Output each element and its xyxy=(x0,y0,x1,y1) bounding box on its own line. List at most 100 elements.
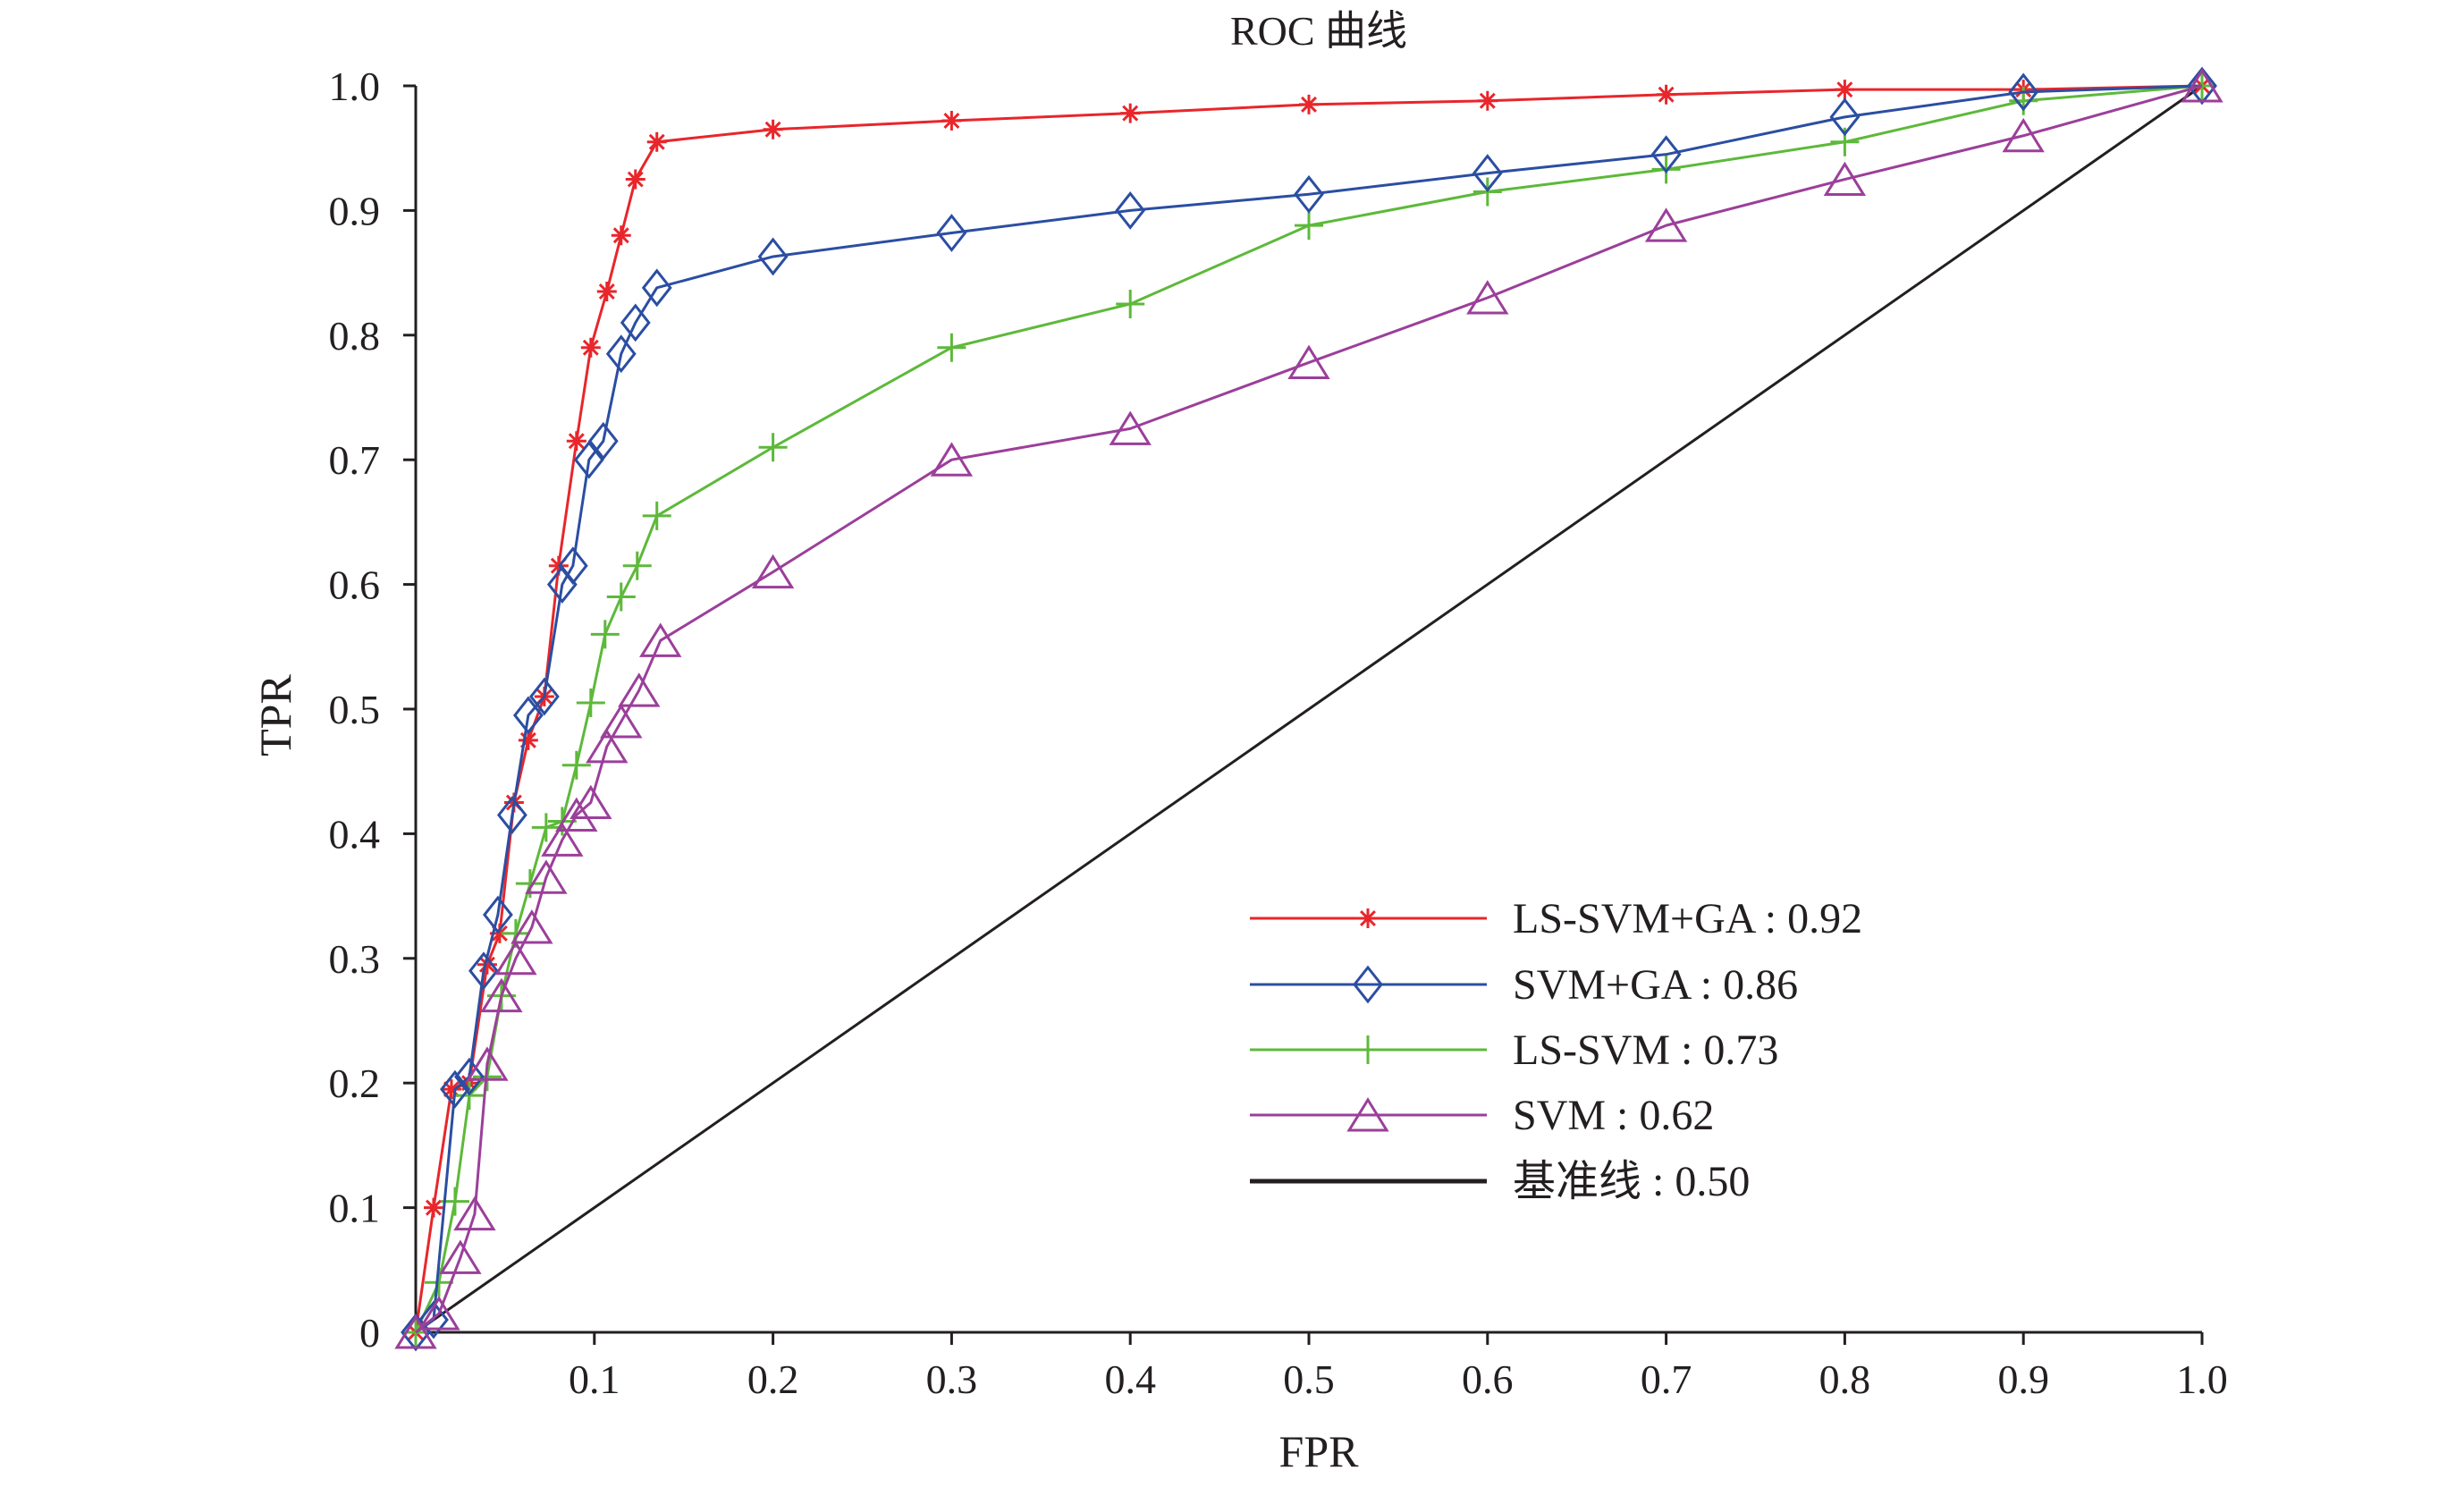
series-line xyxy=(415,84,2203,1334)
legend-label: LS-SVM : 0.73 xyxy=(1513,1027,1778,1074)
data-point-triangle xyxy=(1823,161,1867,197)
data-point-triangle xyxy=(1466,280,1509,315)
data-point-diamond xyxy=(454,1057,485,1096)
legend-item: LS-SVM+GA : 0.92 xyxy=(1250,895,1862,942)
x-tick-label: 0.9 xyxy=(1997,1356,2049,1402)
legend: LS-SVM+GA : 0.92 SVM+GA : 0.86 LS-SVM : 0.… xyxy=(1250,895,1862,1205)
data-point-asterisk xyxy=(1120,103,1141,123)
legend-marker-diamond xyxy=(1353,965,1383,1004)
legend-item: SVM+GA : 0.86 xyxy=(1250,961,1798,1009)
data-point-triangle xyxy=(930,442,974,477)
data-point-triangle xyxy=(1287,344,1330,379)
data-point-triangle xyxy=(751,553,795,589)
data-point-diamond xyxy=(1650,135,1682,174)
data-point-asterisk xyxy=(477,954,497,975)
data-point-triangle xyxy=(600,704,643,739)
x-tick-label: 0.8 xyxy=(1819,1356,1871,1402)
data-point-diamond xyxy=(641,268,672,308)
series-3 xyxy=(394,68,2224,1349)
data-point-diamond xyxy=(512,696,544,735)
data-point-triangle xyxy=(439,1239,482,1274)
legend-marker-plus xyxy=(1354,1035,1382,1064)
y-tick-label: 1.0 xyxy=(329,63,381,109)
data-point-triangle xyxy=(494,940,537,976)
data-point-triangle xyxy=(2002,117,2045,153)
data-point-asterisk xyxy=(1477,90,1498,111)
data-point-triangle xyxy=(618,672,661,707)
legend-item: LS-SVM : 0.73 xyxy=(1250,1027,1778,1074)
data-point-diamond xyxy=(528,677,560,716)
axes: 0.1 0.2 0.3 0.4 0.5 0.6 0.7 0.8 0.9 1.0 0 0.1 0.2 0.3… xyxy=(329,63,2228,1402)
data-point-asterisk xyxy=(441,1079,461,1100)
data-point-triangle xyxy=(418,1296,460,1331)
data-point-triangle xyxy=(570,784,612,820)
data-point-triangle xyxy=(1109,410,1152,445)
data-point-plus xyxy=(1116,289,1145,318)
data-point-diamond xyxy=(936,214,967,252)
data-point-asterisk xyxy=(489,923,510,943)
y-tick-label: 0.5 xyxy=(329,687,381,732)
y-tick-label: 0.1 xyxy=(329,1186,381,1231)
y-tick-label: 0.8 xyxy=(329,313,381,359)
legend-marker-triangle xyxy=(1346,1097,1389,1132)
data-point-asterisk xyxy=(1656,84,1676,105)
data-point-asterisk xyxy=(611,225,631,246)
legend-label: SVM : 0.62 xyxy=(1513,1092,1714,1139)
data-point-plus xyxy=(642,501,671,530)
data-point-triangle xyxy=(555,797,598,832)
data-point-diamond xyxy=(605,334,637,374)
data-point-plus xyxy=(531,813,561,842)
data-point-triangle xyxy=(394,1314,437,1349)
data-point-diamond xyxy=(2008,72,2039,112)
data-point-triangle xyxy=(480,977,523,1013)
data-point-plus xyxy=(590,620,620,649)
y-tick-label: 0.9 xyxy=(329,188,381,233)
data-point-diamond xyxy=(587,421,619,460)
data-point-diamond xyxy=(440,1069,470,1109)
data-point-diamond xyxy=(1472,154,1503,193)
y-tick-label: 0.4 xyxy=(329,811,381,857)
x-tick-label: 0.4 xyxy=(1104,1356,1156,1402)
data-point-plus xyxy=(937,333,966,362)
data-point-diamond xyxy=(468,951,499,991)
y-tick-label: 0.3 xyxy=(329,936,381,982)
legend-label: 基准线 : 0.50 xyxy=(1513,1158,1750,1205)
data-point-diamond xyxy=(418,1300,449,1339)
data-point-diamond xyxy=(557,546,588,586)
data-point-diamond xyxy=(496,796,527,834)
data-point-triangle xyxy=(2181,68,2224,103)
data-point-diamond xyxy=(1294,174,1324,214)
data-point-triangle xyxy=(586,728,629,764)
data-point-asterisk xyxy=(941,111,962,131)
data-point-asterisk xyxy=(1835,80,1855,100)
data-point-diamond xyxy=(757,237,789,276)
y-tick-label: 0.7 xyxy=(329,437,381,483)
series-4 xyxy=(415,84,2203,1334)
data-point-plus xyxy=(576,689,605,718)
data-point-diamond xyxy=(573,440,604,479)
data-point-diamond xyxy=(620,303,651,342)
series-1 xyxy=(401,66,2217,1352)
y-tick-label: 0.2 xyxy=(329,1060,381,1106)
data-point-triangle xyxy=(525,859,568,894)
data-point-asterisk xyxy=(763,119,783,139)
series-line xyxy=(415,84,2203,1334)
data-point-asterisk xyxy=(625,169,646,190)
y-tick-label: 0.6 xyxy=(329,562,381,608)
x-tick-label: 0.6 xyxy=(1462,1356,1514,1402)
data-point-asterisk xyxy=(580,337,601,358)
data-point-triangle xyxy=(453,1196,496,1231)
legend-label: LS-SVM+GA : 0.92 xyxy=(1513,895,1862,942)
data-point-diamond xyxy=(482,895,513,934)
x-tick-label: 0.3 xyxy=(926,1356,978,1402)
x-tick-label: 1.0 xyxy=(2176,1356,2228,1402)
data-point-plus xyxy=(622,551,652,580)
y-axis-label: TPR xyxy=(250,674,300,756)
legend-marker-asterisk xyxy=(1358,908,1378,928)
data-point-plus xyxy=(758,433,788,462)
data-point-triangle xyxy=(466,1046,509,1081)
data-point-plus xyxy=(561,750,591,780)
x-tick-label: 0.1 xyxy=(569,1356,620,1402)
legend-item: SVM : 0.62 xyxy=(1250,1092,1714,1139)
